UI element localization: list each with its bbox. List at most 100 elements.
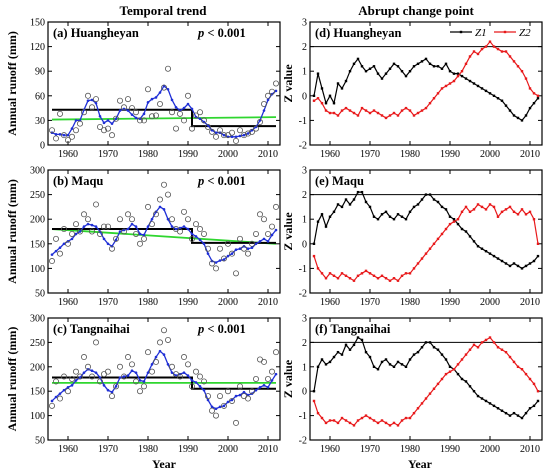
series-marker-z2 — [392, 111, 396, 115]
series-marker-z2 — [480, 205, 484, 209]
observed-point — [192, 112, 199, 119]
series-marker-z1 — [520, 267, 524, 270]
series-marker-z1 — [536, 97, 540, 100]
series-marker-z1 — [376, 368, 380, 371]
y-tick-label: 30 — [35, 116, 45, 127]
observed-point — [77, 228, 84, 235]
series-marker-z2 — [400, 109, 404, 112]
series-marker-z2 — [464, 62, 468, 66]
moving-average-point — [270, 233, 274, 237]
observed-point — [128, 105, 135, 112]
series-marker-z2 — [360, 106, 364, 110]
y-tick-label: -2 — [299, 289, 307, 300]
moving-average-point — [214, 407, 218, 411]
series-marker-z1 — [412, 205, 416, 209]
series-marker-z1 — [380, 77, 384, 80]
series-marker-z2 — [320, 272, 324, 275]
y-tick-label: 150 — [30, 18, 45, 29]
trend_tangnaihai-panel: 1960 1970 1980 1990 2000 2010 50 100 150 200 250 30… — [5, 314, 281, 455]
observed-point — [85, 363, 92, 370]
moving-average-point — [218, 405, 222, 409]
moving-average-point — [154, 96, 158, 99]
observed-point — [81, 109, 88, 116]
y-tick-label: 3 — [302, 18, 307, 29]
series-marker-z1 — [444, 62, 448, 66]
moving-average-point — [74, 379, 78, 382]
series-marker-z1 — [508, 414, 512, 417]
series-marker-z1 — [424, 57, 428, 61]
observed-point — [117, 216, 124, 223]
moving-average-point — [142, 233, 146, 237]
moving-average-point — [50, 399, 54, 403]
moving-average-point — [134, 116, 138, 120]
series-marker-z2 — [356, 419, 360, 422]
moving-average-point — [174, 105, 178, 109]
series-marker-z2 — [368, 272, 372, 275]
y-tick-label: 1 — [302, 67, 307, 78]
observed-point — [81, 354, 88, 361]
observed-point — [260, 101, 267, 108]
observed-point — [220, 402, 227, 409]
series-marker-z1 — [480, 87, 484, 90]
series-marker-z2 — [512, 210, 516, 214]
observed-point — [109, 393, 116, 400]
observed-point — [136, 117, 143, 124]
observed-point — [180, 354, 187, 361]
series-marker-z1 — [352, 198, 356, 201]
y-tick-label: 50 — [35, 436, 45, 447]
observed-point — [164, 65, 171, 72]
observed-point — [65, 240, 72, 247]
series-marker-z2 — [344, 419, 348, 422]
moving-average-point — [134, 225, 138, 228]
series-marker-z1 — [324, 225, 328, 228]
moving-average-point — [242, 133, 246, 137]
series-marker-z1 — [404, 74, 408, 78]
x-tick-label: 1980 — [138, 149, 158, 160]
observed-point — [125, 211, 132, 218]
moving-average-point — [146, 101, 150, 104]
series-marker-z2 — [468, 348, 472, 351]
x-tick-label: 1990 — [440, 444, 460, 455]
moving-average-point — [54, 133, 58, 136]
observed-point — [132, 378, 139, 385]
series-marker-z2 — [516, 65, 520, 68]
series-marker-z1 — [440, 205, 444, 209]
moving-average-point — [274, 372, 278, 376]
observed-point — [184, 92, 191, 99]
p-value-annotation: p < 0.001 — [197, 174, 246, 188]
moving-average-point — [58, 392, 62, 395]
series-marker-z2 — [448, 370, 452, 373]
series-marker-z2 — [428, 101, 432, 105]
series-marker-z2 — [536, 242, 540, 245]
moving-average-point — [62, 388, 66, 392]
series-marker-z1 — [400, 215, 404, 218]
series-marker-z1 — [528, 407, 532, 410]
observed-point — [220, 132, 227, 139]
series-marker-z2 — [508, 55, 512, 58]
series-marker-z2 — [436, 237, 440, 241]
series-marker-z1 — [468, 79, 472, 83]
series-marker-z1 — [452, 72, 456, 75]
series-marker-z2 — [516, 365, 520, 368]
series-marker-z2 — [340, 109, 344, 112]
moving-average-point — [158, 205, 162, 209]
legend-z2-label: Z2 — [519, 27, 531, 39]
observed-point — [168, 109, 175, 116]
series-marker-z2 — [360, 416, 364, 420]
series-line-z1 — [313, 191, 539, 270]
x-tick-label: 1960 — [58, 149, 78, 160]
observed-point — [228, 129, 235, 136]
moving-average-point — [202, 388, 206, 392]
series-marker-z2 — [332, 419, 336, 422]
moving-average-point — [166, 87, 170, 91]
observed-point — [268, 223, 275, 230]
series-marker-z2 — [476, 203, 480, 206]
series-marker-z2 — [532, 92, 536, 95]
y-tick-label: 200 — [30, 362, 45, 373]
observed-point — [109, 132, 116, 139]
moving-average-point — [222, 133, 226, 137]
x-tick-label: 1990 — [178, 149, 198, 160]
observed-point — [73, 368, 80, 375]
series-marker-z1 — [360, 190, 364, 194]
series-marker-z1 — [364, 70, 368, 73]
